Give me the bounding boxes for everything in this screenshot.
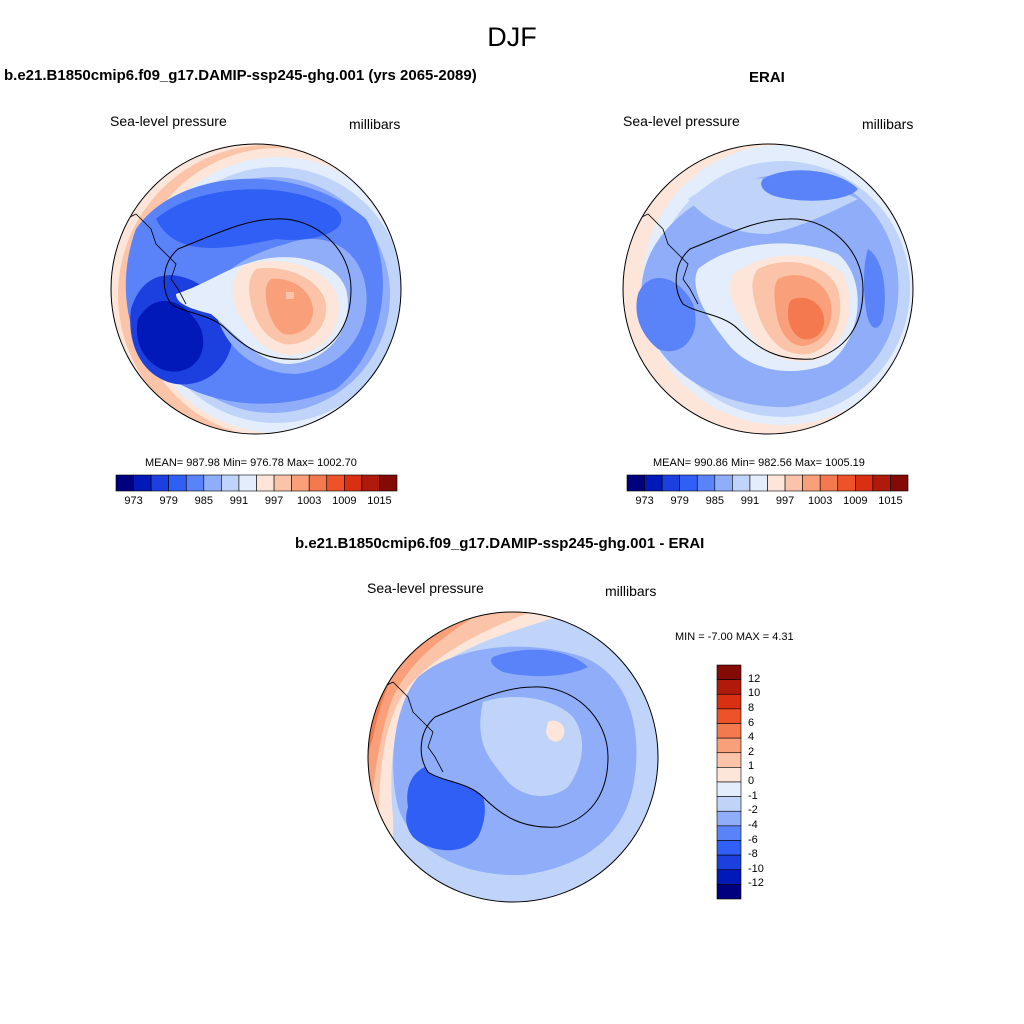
panel2-colorbar <box>626 474 909 492</box>
colorbar-swatch <box>767 474 786 492</box>
colorbar-swatch <box>784 474 803 492</box>
panel3-title: b.e21.B1850cmip6.f09_g17.DAMIP-ssp245-gh… <box>295 535 705 552</box>
panel2-polar-map <box>622 143 914 435</box>
colorbar-swatch <box>644 474 663 492</box>
colorbar-swatch <box>716 664 742 680</box>
colorbar-swatch <box>679 474 698 492</box>
colorbar-swatch <box>716 840 742 856</box>
panel2-title: ERAI <box>749 69 785 86</box>
panel2-variable-label: Sea-level pressure <box>623 113 740 129</box>
colorbar-swatch <box>890 474 909 492</box>
colorbar-swatch <box>308 474 328 492</box>
colorbar-tick-label: 1015 <box>878 495 903 507</box>
colorbar-tick-label: -10 <box>748 862 764 875</box>
colorbar-tick-label: -12 <box>748 877 764 890</box>
colorbar-swatch <box>716 810 742 827</box>
panel3-vertical-colorbar <box>716 664 742 900</box>
colorbar-tick-label: 979 <box>670 495 689 507</box>
colorbar-swatch <box>185 474 205 492</box>
colorbar-swatch <box>855 474 874 492</box>
panel3-polar-map <box>367 611 659 903</box>
colorbar-swatch <box>696 474 716 492</box>
colorbar-swatch <box>379 474 398 492</box>
colorbar-swatch <box>361 474 380 492</box>
colorbar-swatch <box>150 474 169 492</box>
colorbar-swatch <box>714 474 733 492</box>
colorbar-swatch <box>716 781 742 797</box>
colorbar-tick-label: 8 <box>748 701 755 714</box>
colorbar-swatch <box>238 474 257 492</box>
colorbar-swatch <box>168 474 187 492</box>
colorbar-swatch <box>133 474 152 492</box>
colorbar-swatch <box>716 708 742 724</box>
colorbar-tick-label: 997 <box>264 495 284 507</box>
colorbar-swatch <box>716 679 742 695</box>
colorbar-tick-label: 991 <box>229 495 249 507</box>
panel2-stats: MEAN= 990.86 Min= 982.56 Max= 1005.19 <box>653 457 865 469</box>
panel1-colorbar <box>115 474 398 492</box>
panel1-polar-map <box>110 143 402 435</box>
colorbar-tick-label: 1009 <box>843 495 868 507</box>
colorbar-tick-label: -6 <box>748 833 758 846</box>
colorbar-swatch <box>819 474 839 492</box>
colorbar-swatch <box>291 474 310 492</box>
colorbar-tick-label: 991 <box>740 495 760 507</box>
panel1-title: b.e21.B1850cmip6.f09_g17.DAMIP-ssp245-gh… <box>4 67 477 84</box>
colorbar-swatch <box>837 474 856 492</box>
colorbar-swatch <box>115 474 134 492</box>
colorbar-tick-label: 6 <box>748 716 755 729</box>
colorbar-tick-label: 979 <box>159 495 178 507</box>
colorbar-tick-label: 985 <box>194 495 213 507</box>
colorbar-swatch <box>749 474 768 492</box>
colorbar-swatch <box>203 474 222 492</box>
panel1-stats: MEAN= 987.98 Min= 976.78 Max= 1002.70 <box>145 457 357 469</box>
colorbar-swatch <box>716 796 742 812</box>
colorbar-tick-label: -1 <box>748 789 758 802</box>
colorbar-tick-label: -8 <box>748 848 758 861</box>
colorbar-swatch <box>872 474 891 492</box>
colorbar-swatch <box>716 752 742 768</box>
colorbar-swatch <box>256 474 275 492</box>
colorbar-tick-label: 1009 <box>332 495 357 507</box>
colorbar-tick-label: 1 <box>748 760 755 773</box>
panel3-stats: MIN = -7.00 MAX = 4.31 <box>675 631 794 643</box>
colorbar-swatch <box>626 474 645 492</box>
colorbar-swatch <box>716 767 742 783</box>
colorbar-tick-label: -4 <box>748 818 758 831</box>
colorbar-swatch <box>344 474 363 492</box>
colorbar-swatch <box>802 474 821 492</box>
colorbar-tick-label: 973 <box>124 495 143 507</box>
colorbar-tick-label: 1015 <box>367 495 392 507</box>
colorbar-tick-label: 12 <box>748 672 761 685</box>
colorbar-swatch <box>716 737 742 754</box>
colorbar-swatch <box>716 825 742 841</box>
colorbar-swatch <box>732 474 751 492</box>
colorbar-swatch <box>273 474 292 492</box>
colorbar-tick-label: 973 <box>635 495 654 507</box>
figure-title: DJF <box>487 22 537 52</box>
panel2-units-label: millibars <box>862 116 914 132</box>
colorbar-swatch <box>221 474 240 492</box>
colorbar-swatch <box>716 884 742 900</box>
colorbar-tick-label: 10 <box>748 687 761 700</box>
colorbar-tick-label: 2 <box>748 745 755 758</box>
colorbar-tick-label: 1003 <box>807 495 833 507</box>
colorbar-swatch <box>716 854 742 871</box>
colorbar-tick-label: 4 <box>748 731 755 744</box>
colorbar-tick-label: 1003 <box>296 495 322 507</box>
colorbar-tick-label: 0 <box>748 775 755 787</box>
colorbar-tick-label: 985 <box>705 495 724 507</box>
colorbar-swatch <box>716 723 742 739</box>
panel3-variable-label: Sea-level pressure <box>367 580 484 596</box>
panel1-units-label: millibars <box>349 116 401 132</box>
colorbar-tick-label: -2 <box>748 804 758 817</box>
colorbar-swatch <box>716 693 742 710</box>
colorbar-swatch <box>326 474 345 492</box>
panel1-variable-label: Sea-level pressure <box>110 113 227 129</box>
colorbar-tick-label: 997 <box>775 495 795 507</box>
panel3-units-label: millibars <box>605 583 657 599</box>
colorbar-swatch <box>661 474 680 492</box>
colorbar-swatch <box>716 869 742 885</box>
